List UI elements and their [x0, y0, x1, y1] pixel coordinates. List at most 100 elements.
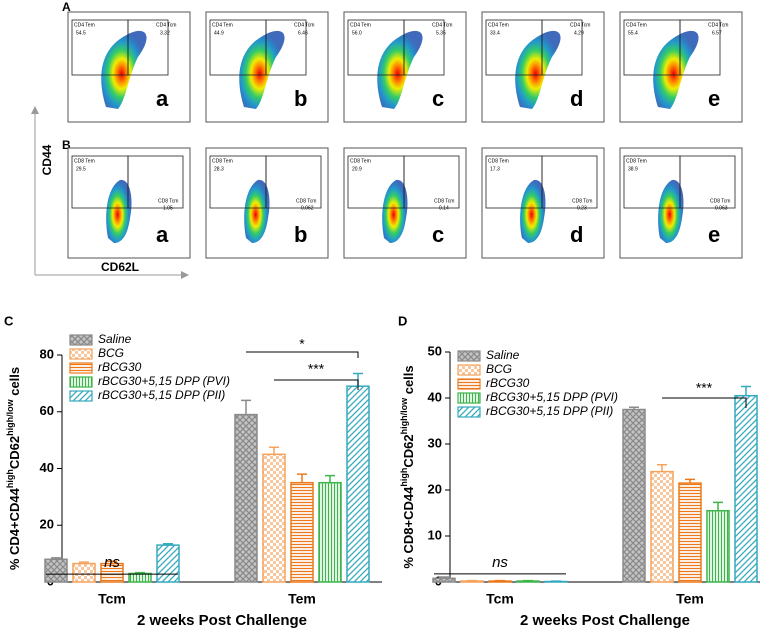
- gate-value: 55.4: [628, 30, 638, 36]
- bracket: [662, 397, 747, 408]
- legend-label: BCG: [98, 346, 124, 360]
- bar: [678, 482, 702, 583]
- legend-label: rBCG30: [98, 360, 142, 374]
- error-bar: [439, 576, 449, 579]
- error-bar: [297, 473, 307, 483]
- annotation: ***: [308, 361, 325, 377]
- legend-swatch: [69, 390, 93, 402]
- density-blob: [377, 30, 423, 109]
- legend-label: BCG: [486, 362, 512, 376]
- panel-label: A: [62, 0, 71, 14]
- plot-letter: c: [432, 222, 444, 247]
- gate-value: 4.29: [574, 30, 584, 36]
- y-tick-label: 50: [428, 343, 442, 358]
- gate-name: CD8 Tem: [212, 158, 233, 164]
- gate-name: CD8 Tem: [74, 158, 95, 164]
- x-tick-label: Tcm: [98, 591, 126, 607]
- bar: [44, 558, 68, 583]
- gate-name: CD8 Tcm: [710, 198, 730, 204]
- error-bar: [685, 478, 695, 484]
- gate-value: 44.9: [214, 30, 224, 36]
- plot-letter: d: [570, 222, 583, 247]
- y-tick-label: 20: [428, 481, 442, 496]
- arrow-head: [31, 106, 39, 114]
- error-bar: [107, 560, 117, 564]
- gate-value: 17.3: [490, 166, 500, 172]
- gate-name: CD8 Tem: [350, 158, 371, 164]
- density-blob: [382, 179, 408, 243]
- y-tick-label: 40: [40, 460, 54, 475]
- gate-value: 6.57: [712, 30, 722, 36]
- y-label-part: cells: [7, 367, 22, 400]
- gate-value: 20.9: [352, 166, 362, 172]
- y-tick-label: 40: [428, 389, 442, 404]
- error-bar: [713, 501, 723, 511]
- y-axis-label: % CD4+CD44highCD62high/low cells: [5, 367, 22, 570]
- plot-letter: e: [708, 86, 720, 111]
- bar: [72, 562, 96, 583]
- gate: [265, 19, 307, 76]
- density-blob: [658, 179, 684, 243]
- gate-name: CD8 Tem: [488, 158, 509, 164]
- x-tick-label: Tcm: [486, 591, 514, 607]
- gate-value: 1.05: [163, 205, 173, 211]
- flow-y-label: CD44: [40, 144, 54, 175]
- error-bar: [269, 446, 279, 455]
- error-bar: [135, 571, 145, 574]
- gate-name: CD8 Tem: [626, 158, 647, 164]
- gate: [679, 19, 721, 76]
- legend-swatch: [69, 376, 93, 388]
- plot-letter: e: [708, 222, 720, 247]
- bar: [156, 544, 180, 583]
- gate-value: 0.14: [439, 205, 449, 211]
- density-blob: [244, 179, 270, 243]
- y-label-part: high: [399, 468, 409, 487]
- gate-value: 56.0: [352, 30, 362, 36]
- gate: [265, 155, 322, 209]
- bar: [346, 385, 370, 583]
- density-blob: [653, 30, 699, 109]
- panel-label: B: [62, 138, 71, 152]
- gate: [127, 19, 169, 76]
- gate-name: CD4 Tcm: [570, 22, 590, 28]
- gate: [403, 155, 460, 209]
- y-tick-label: 30: [428, 435, 442, 450]
- y-label-part: high: [5, 469, 15, 488]
- plot-letter: a: [156, 222, 169, 247]
- gate-name: CD4 Tcm: [156, 22, 176, 28]
- legend-swatch: [69, 348, 93, 360]
- error-bar: [629, 406, 639, 410]
- gate-value: 5.35: [436, 30, 446, 36]
- gate-value: 38.9: [628, 166, 638, 172]
- y-label-part: cells: [401, 365, 416, 398]
- density-blob: [239, 30, 285, 109]
- plot-letter: b: [294, 222, 307, 247]
- gate-name: CD4 Tem: [488, 22, 509, 28]
- error-bar: [657, 463, 667, 472]
- gate-value: 6.46: [298, 30, 308, 36]
- gate: [541, 155, 598, 209]
- error-bar: [163, 542, 173, 546]
- legend-label: Saline: [486, 348, 520, 362]
- error-bar: [51, 557, 61, 560]
- plot-letter: d: [570, 86, 583, 111]
- gate-name: CD4 Tcm: [432, 22, 452, 28]
- error-bar: [325, 474, 335, 483]
- panel-label: D: [398, 313, 407, 328]
- density-blob: [515, 30, 561, 109]
- bar: [318, 481, 342, 583]
- error-bar: [241, 399, 251, 415]
- y-label-part: CD62: [7, 436, 22, 469]
- y-label-part: % CD8+CD44: [401, 486, 416, 569]
- legend-swatch: [457, 350, 481, 362]
- gate: [403, 19, 445, 76]
- gate-name: CD8 Tcm: [158, 198, 178, 204]
- plot-letter: b: [294, 86, 307, 111]
- bar: [234, 413, 258, 583]
- bracket: [274, 379, 359, 390]
- legend-swatch: [457, 364, 481, 376]
- legend-label: rBCG30+5,15 DPP (PVI): [98, 374, 230, 388]
- y-label-part: high/low: [5, 398, 15, 435]
- bar: [128, 572, 152, 583]
- panel-label: C: [4, 313, 14, 328]
